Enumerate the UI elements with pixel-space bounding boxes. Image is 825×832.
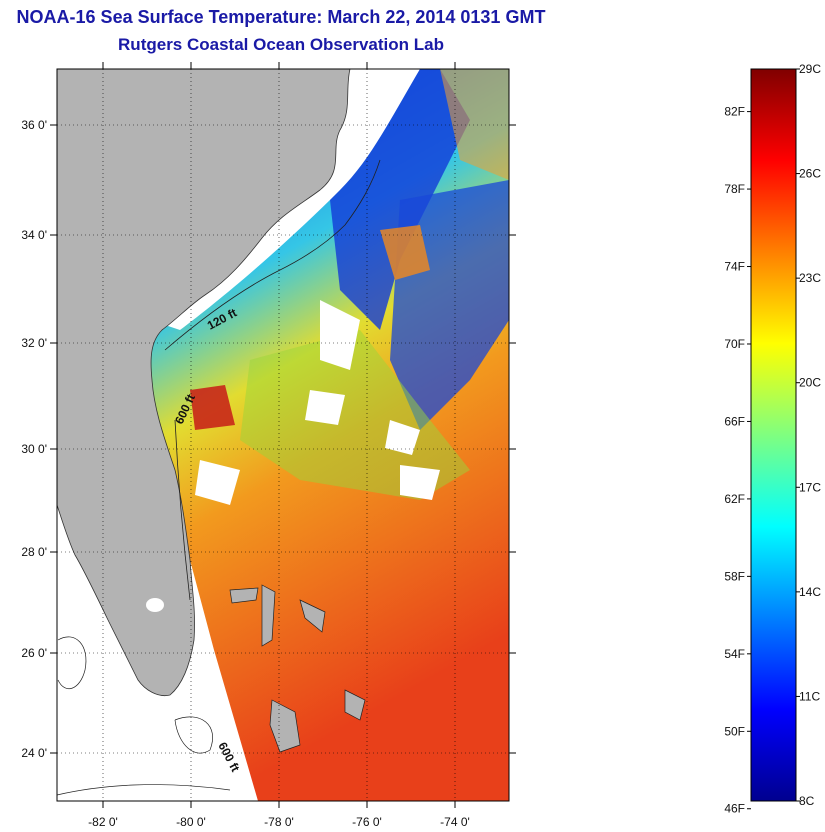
lake-okeechobee <box>146 598 164 612</box>
lat-label-24: 24 0' <box>21 746 47 760</box>
colorbar-celsius-label: 26C <box>799 167 821 181</box>
colorbar-fahrenheit-label: 82F <box>724 105 745 119</box>
lon-label-82: -82 0' <box>88 815 118 829</box>
colorbar-celsius-label: 11C <box>799 689 820 703</box>
lon-label-76: -76 0' <box>352 815 382 829</box>
lon-label-78: -78 0' <box>264 815 294 829</box>
colorbar-fahrenheit-label: 58F <box>724 569 745 583</box>
colorbar-celsius-label: 20C <box>799 376 821 390</box>
lat-label-36: 36 0' <box>21 118 47 132</box>
colorbar-celsius-label: 14C <box>799 585 821 599</box>
colorbar <box>751 69 796 801</box>
lon-label-74: -74 0' <box>440 815 470 829</box>
colorbar-fahrenheit-label: 62F <box>724 492 745 506</box>
colorbar-fahrenheit-label: 54F <box>724 647 745 661</box>
lat-label-32: 32 0' <box>21 336 47 350</box>
lat-label-34: 34 0' <box>21 228 47 242</box>
colorbar-fahrenheit-label: 78F <box>724 182 745 196</box>
sst-swath <box>57 69 509 801</box>
lat-label-30: 30 0' <box>21 442 47 456</box>
colorbar-fahrenheit-label: 50F <box>724 724 745 738</box>
colorbar-fahrenheit-label: 66F <box>724 414 745 428</box>
colorbar-celsius-label: 8C <box>799 794 815 808</box>
colorbar-celsius-label: 29C <box>799 62 821 76</box>
colorbar-celsius-label: 23C <box>799 271 821 285</box>
lon-label-80: -80 0' <box>176 815 206 829</box>
colorbar-fahrenheit-label: 70F <box>724 337 745 351</box>
lat-label-26: 26 0' <box>21 646 47 660</box>
colorbar-fahrenheit-label: 46F <box>724 802 745 816</box>
colorbar-fahrenheit-label: 74F <box>724 260 745 274</box>
lat-label-28: 28 0' <box>21 545 47 559</box>
colorbar-celsius-label: 17C <box>799 480 821 494</box>
